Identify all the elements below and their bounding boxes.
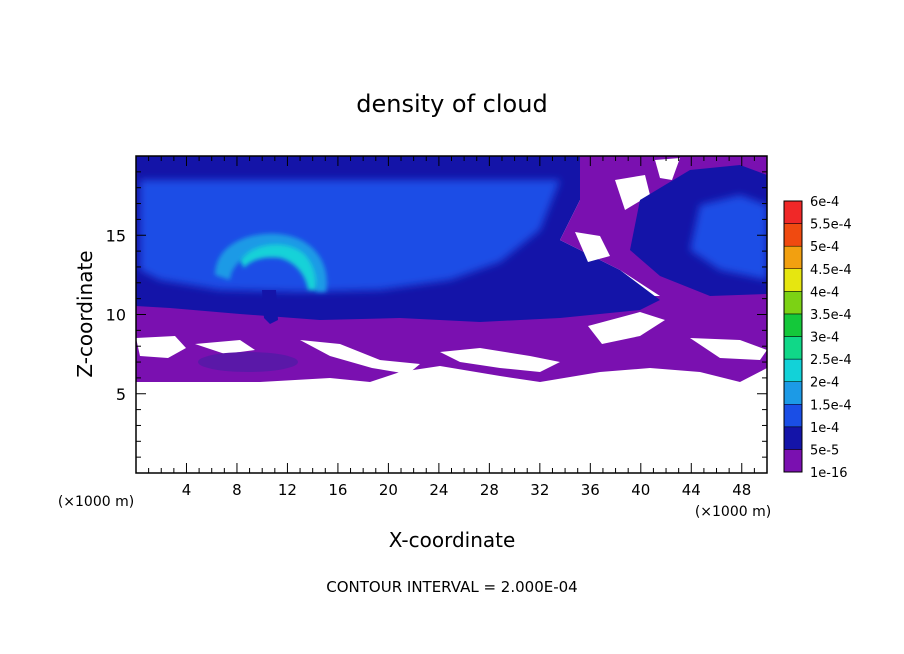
colorbar-swatch [783, 245, 803, 270]
x-tick-label: 28 [480, 481, 499, 499]
x-tick-label: 40 [631, 481, 650, 499]
y-axis: 5 10 15 [106, 171, 767, 458]
chart-title: density of cloud [356, 90, 547, 118]
colorbar-swatch [783, 291, 803, 315]
density-field [136, 156, 767, 473]
colorbar-label: 1e-4 [810, 421, 839, 436]
right-deck-inner [690, 195, 767, 280]
colorbar-label: 5.5e-4 [810, 218, 852, 233]
colorbar-swatch [783, 268, 803, 292]
x-tick-label: 44 [682, 481, 701, 499]
arc-core-bright [240, 244, 317, 290]
colorbar-label: 4e-4 [810, 285, 839, 300]
x-tick-label: 8 [232, 481, 242, 499]
x-tick-label: 24 [429, 481, 448, 499]
arc-core [215, 233, 327, 292]
colorbar-label: 3.5e-4 [810, 308, 852, 323]
colorbar-label: 6e-4 [810, 195, 839, 210]
right-clear-gaps [575, 158, 680, 262]
plume-stem [262, 290, 278, 324]
x-tick-label: 20 [379, 481, 398, 499]
x-tick-label: 36 [581, 481, 600, 499]
colorbar-label: 5e-5 [810, 443, 839, 458]
colorbar-label: 5e-4 [810, 240, 839, 255]
colorbar-swatch [783, 426, 803, 450]
colorbar-label: 2e-4 [810, 376, 839, 391]
colorbar-swatch [783, 358, 803, 382]
x-axis-label: X-coordinate [389, 528, 516, 552]
y-tick-label: 10 [106, 306, 126, 325]
x-tick-label: 16 [328, 481, 347, 499]
colorbar-swatch [783, 223, 803, 247]
colorbar-label: 2.5e-4 [810, 353, 852, 368]
x-tick-label: 32 [530, 481, 549, 499]
x-tick-label: 48 [732, 481, 751, 499]
colorbar: 1e-16 5e-5 1e-4 1.5e-4 2e-4 2.5e-4 3e-4 3.5e-4 4… [783, 195, 852, 481]
x-tick-label: 4 [182, 481, 192, 499]
y-tick-label: 5 [116, 385, 126, 404]
clear-air-below [136, 386, 767, 473]
colorbar-label: 4.5e-4 [810, 263, 852, 278]
colorbar-swatch [783, 381, 803, 405]
colorbar-label: 3e-4 [810, 331, 839, 346]
colorbar-swatch [783, 404, 803, 428]
y-axis-label: Z-coordinate [73, 250, 97, 377]
colorbar-swatch [783, 336, 803, 360]
x-axis: 4 8 12 16 20 24 28 32 36 40 44 48 [148, 156, 755, 499]
x-tick-label: 12 [278, 481, 297, 499]
contour-interval: CONTOUR INTERVAL = 2.000E-04 [326, 578, 577, 596]
colorbar-label: 1.5e-4 [810, 398, 852, 413]
y-tick-label: 15 [106, 226, 126, 245]
colorbar-swatch [783, 313, 803, 337]
x-unit-label: (×1000 m) [58, 494, 134, 510]
colorbar-label: 1e-16 [810, 466, 848, 481]
z-unit-label: (×1000 m) [695, 504, 771, 520]
dark-pocket [198, 352, 298, 372]
colorbar-frame [783, 200, 803, 473]
clear-air-gaps [136, 312, 767, 374]
colorbar-swatch [783, 200, 803, 224]
colorbar-swatch [783, 449, 803, 473]
